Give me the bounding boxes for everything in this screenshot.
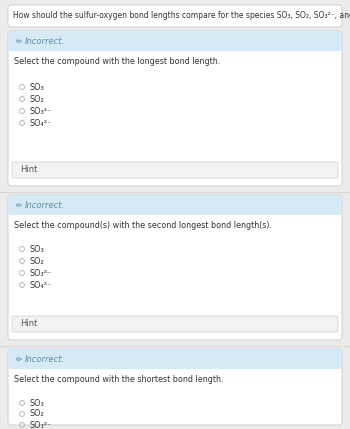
FancyBboxPatch shape <box>8 31 342 186</box>
Text: SO₄²⁻: SO₄²⁻ <box>30 118 52 127</box>
Text: Incorrect.: Incorrect. <box>25 200 65 209</box>
Text: SO₃²⁻: SO₃²⁻ <box>30 106 52 115</box>
Text: Incorrect.: Incorrect. <box>25 36 65 45</box>
Text: Incorrect.: Incorrect. <box>25 354 65 363</box>
Text: SO₃: SO₃ <box>30 245 45 254</box>
Text: SO₂: SO₂ <box>30 410 45 419</box>
Text: SO₃²⁻: SO₃²⁻ <box>30 420 52 429</box>
FancyBboxPatch shape <box>12 316 338 332</box>
FancyBboxPatch shape <box>8 349 342 425</box>
Text: SO₄²⁻: SO₄²⁻ <box>30 281 52 290</box>
FancyBboxPatch shape <box>8 31 342 51</box>
FancyBboxPatch shape <box>8 195 342 340</box>
Text: Select the compound with the longest bond length.: Select the compound with the longest bon… <box>14 57 220 66</box>
Text: Hint: Hint <box>20 166 37 175</box>
FancyBboxPatch shape <box>8 349 342 369</box>
Text: SO₃: SO₃ <box>30 82 45 91</box>
FancyBboxPatch shape <box>8 195 342 215</box>
FancyBboxPatch shape <box>8 5 342 27</box>
Text: SO₂: SO₂ <box>30 257 45 266</box>
Text: ✏: ✏ <box>16 200 22 209</box>
Text: ✏: ✏ <box>16 354 22 363</box>
Text: How should the sulfur-oxygen bond lengths compare for the species SO₃, SO₂, SO₃²: How should the sulfur-oxygen bond length… <box>13 12 350 21</box>
Text: ✏: ✏ <box>16 36 22 45</box>
Text: SO₂: SO₂ <box>30 94 45 103</box>
Text: SO₃²⁻: SO₃²⁻ <box>30 269 52 278</box>
Text: Select the compound with the shortest bond length.: Select the compound with the shortest bo… <box>14 375 224 384</box>
Text: Hint: Hint <box>20 320 37 329</box>
Text: Select the compound(s) with the second longest bond length(s).: Select the compound(s) with the second l… <box>14 221 272 230</box>
FancyBboxPatch shape <box>12 162 338 178</box>
Text: SO₃: SO₃ <box>30 399 45 408</box>
